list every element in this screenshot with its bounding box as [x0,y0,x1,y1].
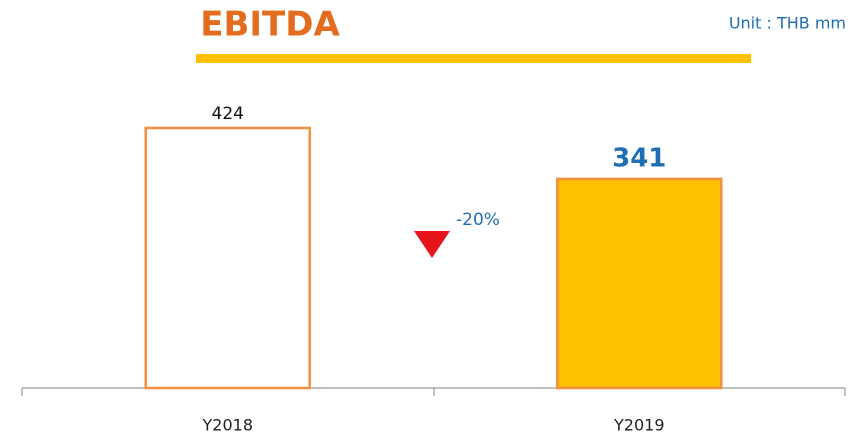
title-underline [196,54,751,63]
value-label: 424 [212,104,244,124]
x-tick-label: Y2019 [613,416,665,435]
chart-title: EBITDA [200,5,340,45]
down-arrow [414,231,450,258]
bar [556,177,723,390]
value-label: 341 [612,143,666,173]
bar [144,126,311,390]
subtitle: Unit : THB mm [729,14,846,33]
change-annotation: -20% [456,210,500,230]
x-tick-label: Y2018 [202,416,254,435]
